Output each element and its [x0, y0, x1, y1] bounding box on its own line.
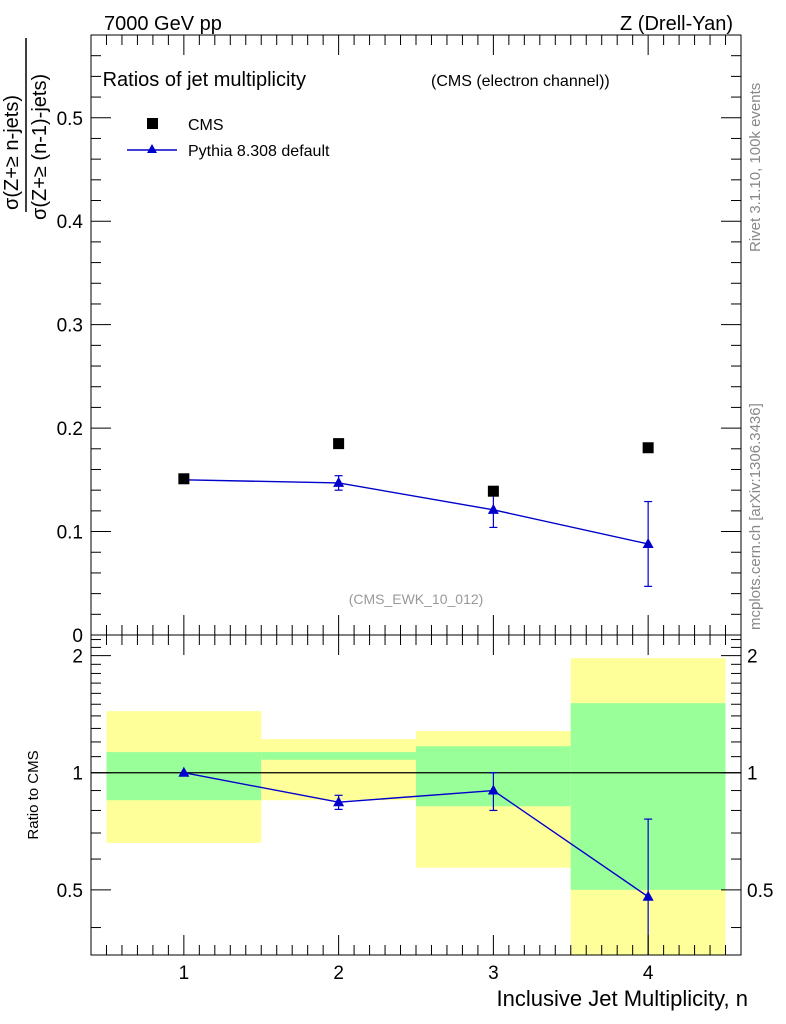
- ratio-pythia-line: [183, 772, 649, 898]
- main-ytick-label: 0.5: [57, 109, 83, 130]
- ratio-ytick-label-left: 2: [72, 647, 83, 668]
- y-label-numerator: σ(Z+≥ n-jets): [1, 95, 23, 210]
- main-ytick-label: 0.4: [57, 212, 84, 233]
- ratio-ytick-label-right: 2: [747, 647, 758, 668]
- main-panel-data: [178, 438, 654, 587]
- ratio-xtick-label: 1: [179, 963, 190, 984]
- ratio-xtick-label: 2: [333, 963, 344, 984]
- ratio-xtick-label: 4: [643, 963, 654, 984]
- main-ytick-label: 0.2: [57, 419, 83, 440]
- x-axis-label: Inclusive Jet Multiplicity, n: [497, 986, 748, 1011]
- main-panel-axes: 0.1 0.2 0.3 0.4 0.5 0: [57, 34, 742, 647]
- energy-label: 7000 GeV pp: [104, 13, 222, 35]
- ratio-panel-axes: 0.5 0.5 1 1 2 2 1 2 3 4: [57, 634, 773, 984]
- ratio-pythia-point: [178, 766, 190, 777]
- pythia-point: [642, 537, 654, 548]
- uncertainty-band-outer: [261, 739, 416, 801]
- uncertainty-band-inner: [261, 752, 416, 760]
- ratio-ytick-label-left: 1: [72, 764, 83, 785]
- chart-subtitle: (CMS (electron channel)): [431, 73, 610, 90]
- ratio-xtick-label: 3: [488, 963, 499, 984]
- ratio-panel-background: [106, 658, 726, 955]
- ratio-ytick-label-right: 1: [747, 764, 758, 785]
- ratio-ytick-label-right: 0.5: [747, 881, 773, 902]
- pythia-line: [183, 479, 649, 545]
- main-y-axis-label: σ(Z+≥ n-jets) σ(Z+≥ (n-1)-jets): [1, 38, 51, 220]
- y-label-denominator: σ(Z+≥ (n-1)-jets): [29, 74, 51, 220]
- rivet-version-label: Rivet 3.1.10, 100k events: [747, 83, 764, 252]
- pythia-point: [487, 503, 499, 514]
- legend-cms-label: CMS: [188, 117, 224, 134]
- mcplots-label: mcplots.cern.ch [arXiv:1306.3436]: [747, 403, 764, 630]
- cms-point: [333, 438, 345, 450]
- cms-point: [642, 442, 654, 454]
- legend-cms-marker: [147, 118, 158, 129]
- ratio-pythia-point: [487, 784, 499, 795]
- process-label: Z (Drell-Yan): [620, 13, 733, 35]
- ratio-ytick-label-left: 0.5: [57, 881, 83, 902]
- ratio-y-axis-label: Ratio to CMS: [25, 750, 42, 839]
- ratio-pythia-point: [642, 890, 654, 901]
- legend-pythia-label: Pythia 8.308 default: [188, 143, 330, 160]
- cms-point: [487, 485, 499, 497]
- ratio-panel-data: [91, 766, 741, 955]
- cms-point: [178, 473, 190, 485]
- analysis-watermark: (CMS_EWK_10_012): [349, 591, 484, 607]
- main-ytick-label-zero: 0: [72, 626, 83, 647]
- legend-pythia-marker: [147, 144, 157, 153]
- main-ytick-label: 0.3: [57, 316, 83, 337]
- legend: CMS Pythia 8.308 default: [127, 117, 330, 160]
- chart-title: Ratios of jet multiplicity: [103, 69, 306, 91]
- ratio-pythia-point: [333, 796, 345, 807]
- pythia-point: [333, 476, 345, 487]
- main-ytick-label: 0.1: [57, 523, 83, 544]
